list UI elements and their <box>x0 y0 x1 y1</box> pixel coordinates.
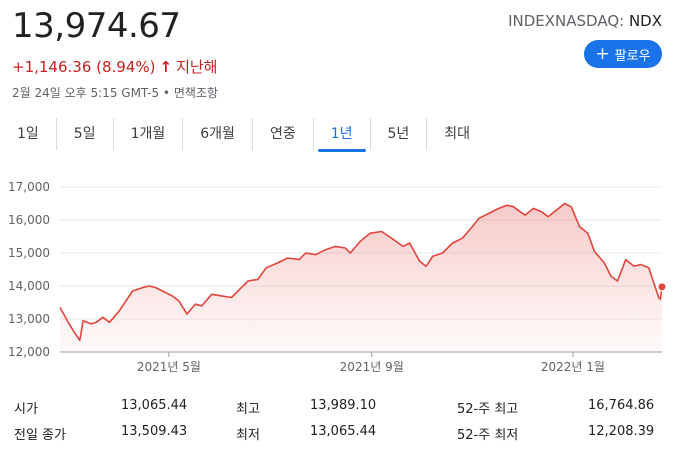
y-tick-label: 13,000 <box>8 312 50 326</box>
change-value: +1,146.36 (8.94%) <box>12 57 156 76</box>
stat-value: 16,764.86 <box>588 398 655 413</box>
y-tick-label: 16,000 <box>8 213 50 227</box>
stat-label: 52-주 최고 <box>457 402 519 417</box>
tab-label: 6개월 <box>200 126 235 142</box>
tab-label: 1년 <box>330 126 353 142</box>
tab-6m[interactable]: 6개월 <box>183 118 253 150</box>
time-range-tabs: 1일 5일 1개월 6개월 연중 1년 5년 최대 <box>0 118 487 152</box>
stat-label: 최고 <box>236 402 260 417</box>
y-tick-label: 14,000 <box>8 279 50 293</box>
x-tick-label: 2021년 9월 <box>340 360 404 374</box>
change-period: 지난해 <box>176 58 218 76</box>
area-fill <box>60 203 662 352</box>
stat-value: 13,065.44 <box>310 424 377 439</box>
tab-label: 연중 <box>269 126 296 142</box>
last-price-marker <box>657 282 667 292</box>
stat-value: 13,065.44 <box>121 398 188 413</box>
y-tick-label: 15,000 <box>8 246 50 260</box>
exchange-label: INDEXNASDAQ: <box>508 12 629 30</box>
tab-label: 5년 <box>387 126 410 142</box>
follow-button[interactable]: + 팔로우 <box>584 40 662 68</box>
current-price: 13,974.67 <box>12 6 181 46</box>
tab-label: 1개월 <box>130 126 166 142</box>
stat-value: 12,208.39 <box>588 424 655 439</box>
ticker-symbol: INDEXNASDAQ: NDX <box>508 12 662 30</box>
tab-5y[interactable]: 5년 <box>371 118 428 150</box>
stat-label: 52-주 최저 <box>457 428 519 443</box>
tab-1d[interactable]: 1일 <box>0 118 57 150</box>
y-tick-label: 17,000 <box>8 180 50 194</box>
tab-label: 5일 <box>73 126 96 142</box>
tab-label: 최대 <box>444 126 471 142</box>
quote-timestamp: 2월 24일 오후 5:15 GMT-5 • 면책조항 <box>12 86 218 100</box>
price-line <box>59 202 663 342</box>
stats-row: 전일 종가 13,509.43 최저 13,065.44 52-주 최저 12,… <box>14 420 664 446</box>
stat-label: 최저 <box>236 428 260 443</box>
tab-5d[interactable]: 5일 <box>57 118 114 150</box>
stat-label: 시가 <box>14 402 38 417</box>
price-chart[interactable]: 12,000 13,000 14,000 15,000 16,000 17,000 2021… <box>0 170 674 382</box>
stats-table: 시가 13,065.44 최고 13,989.10 52-주 최고 16,764… <box>14 394 664 446</box>
tab-1m[interactable]: 1개월 <box>114 118 184 150</box>
x-tick-label: 2021년 5월 <box>137 360 201 374</box>
symbol-label: NDX <box>628 12 662 30</box>
tab-label: 1일 <box>17 126 39 142</box>
tab-ytd[interactable]: 연중 <box>253 118 314 150</box>
stat-value: 13,989.10 <box>310 398 377 413</box>
tab-1y[interactable]: 1년 <box>314 118 371 152</box>
tab-max[interactable]: 최대 <box>427 118 487 150</box>
follow-label: 팔로우 <box>614 48 651 64</box>
stats-row: 시가 13,065.44 최고 13,989.10 52-주 최고 16,764… <box>14 394 664 420</box>
stat-label: 전일 종가 <box>14 428 66 443</box>
stat-value: 13,509.43 <box>121 424 188 439</box>
price-change: +1,146.36 (8.94%) ↑ 지난해 <box>12 56 217 77</box>
arrow-up-icon: ↑ <box>159 57 173 76</box>
x-tick-label: 2022년 1월 <box>541 360 605 374</box>
plus-icon: + <box>595 43 610 64</box>
y-tick-label: 12,000 <box>8 345 50 359</box>
